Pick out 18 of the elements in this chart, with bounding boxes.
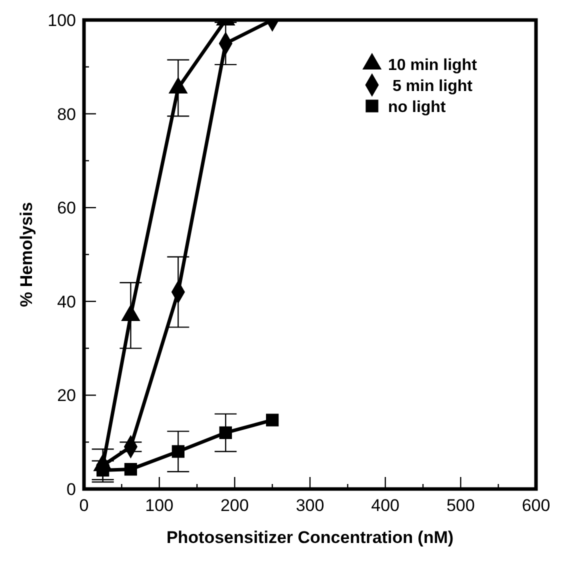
y-tick-label: 0 bbox=[66, 480, 76, 499]
x-tick-label: 600 bbox=[522, 496, 550, 515]
y-axis-title: % Hemolysis bbox=[17, 202, 36, 307]
y-tick-label: 80 bbox=[57, 104, 76, 124]
x-tick-label: 500 bbox=[446, 496, 475, 515]
y-tick-label: 100 bbox=[48, 10, 76, 30]
x-tick-label: 300 bbox=[296, 496, 324, 515]
x-tick-label: 200 bbox=[220, 496, 249, 515]
y-tick-label: 40 bbox=[57, 292, 76, 312]
x-tick-label: 100 bbox=[145, 496, 174, 515]
x-tick-label: 400 bbox=[371, 496, 400, 515]
y-tick-label: 60 bbox=[57, 198, 76, 218]
legend-label: 10 min light bbox=[388, 57, 478, 74]
y-tick-label: 20 bbox=[57, 386, 76, 406]
x-axis-title: Photosensitizer Concentration (nM) bbox=[166, 528, 454, 547]
legend-label: 5 min light bbox=[388, 78, 474, 95]
legend-label: no light bbox=[388, 99, 446, 116]
x-tick-label: 0 bbox=[79, 496, 89, 515]
